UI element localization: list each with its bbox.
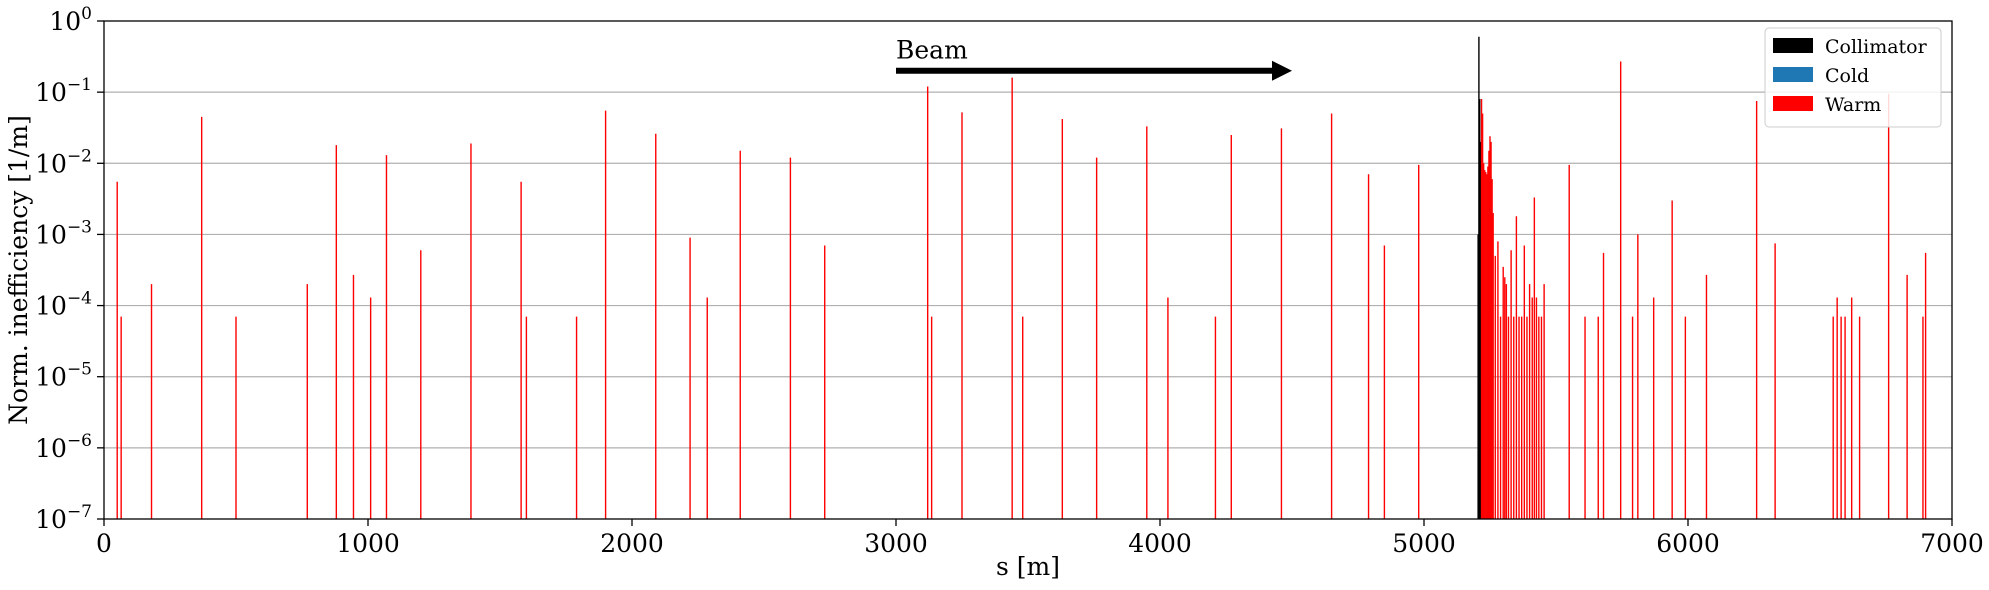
legend-label-warm: Warm (1825, 94, 1881, 116)
y-tick-label: 10−5 (35, 360, 92, 392)
y-axis: 10−7 10−6 10−5 10−4 10−3 10−2 10−1 100 (35, 4, 104, 534)
legend-label-cold: Cold (1825, 65, 1869, 87)
y-tick-label: 100 (49, 4, 92, 36)
x-tick-label: 5000 (1392, 529, 1456, 558)
y-tick-label: 10−7 (35, 502, 92, 534)
legend: Collimator Cold Warm (1764, 27, 1942, 128)
y-tick-label: 10−4 (35, 289, 92, 321)
x-axis-title: s [m] (996, 552, 1060, 581)
y-axis-title: Norm. inefficiency [1/m] (4, 115, 33, 425)
bars-layer (116, 36, 1927, 519)
beam-annotation: Beam (896, 36, 1292, 81)
grid-layer (104, 91, 1952, 449)
x-axis: 0 1000 2000 3000 4000 5000 6000 7000 (96, 519, 1984, 558)
x-tick-label: 6000 (1656, 529, 1720, 558)
y-tick-label: 10−2 (35, 146, 92, 178)
y-tick-label: 10−3 (35, 217, 92, 249)
y-tick-label: 10−1 (35, 75, 92, 107)
legend-swatch-cold (1773, 67, 1813, 82)
x-tick-label: 2000 (600, 529, 664, 558)
legend-label-collimator: Collimator (1825, 36, 1928, 58)
x-tick-label: 4000 (1128, 529, 1192, 558)
x-tick-label: 3000 (864, 529, 928, 558)
x-tick-label: 7000 (1920, 529, 1984, 558)
beam-label: Beam (896, 36, 968, 65)
legend-swatch-warm (1773, 96, 1813, 111)
y-tick-label: 10−6 (35, 431, 92, 463)
legend-swatch-collimator (1773, 38, 1813, 53)
plot-frame (103, 20, 1953, 520)
x-tick-label: 1000 (336, 529, 400, 558)
beam-arrow-head (1272, 60, 1292, 81)
x-tick-label: 0 (96, 529, 112, 558)
